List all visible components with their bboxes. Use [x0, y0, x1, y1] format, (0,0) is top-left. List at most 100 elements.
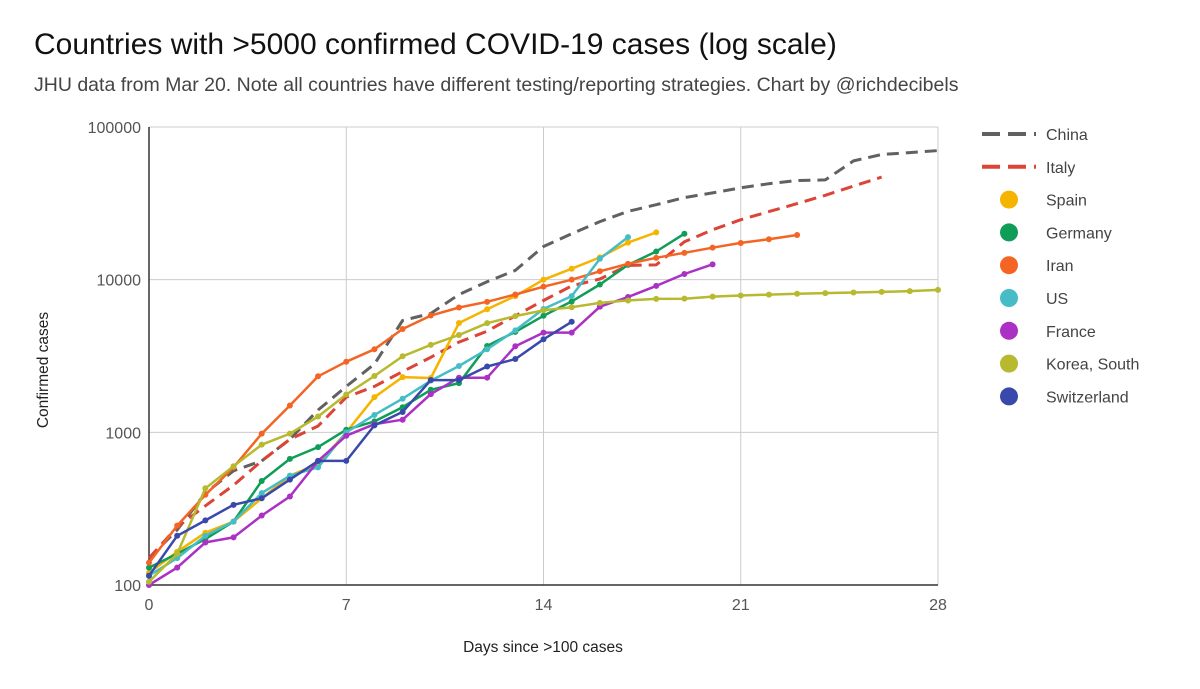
data-point-us — [258, 490, 265, 497]
series-switzerland — [146, 318, 575, 579]
data-point-switzerland — [455, 377, 462, 384]
data-point-switzerland — [315, 457, 322, 464]
data-point-switzerland — [174, 532, 181, 539]
data-point-switzerland — [343, 457, 350, 464]
y-tick-label: 100 — [114, 578, 141, 595]
series-line-us — [148, 236, 629, 577]
chart-title: Countries with >5000 confirmed COVID-19 … — [34, 28, 837, 61]
data-point-iran — [371, 346, 378, 353]
x-tick-label: 21 — [732, 597, 750, 614]
data-point-france — [258, 512, 265, 519]
legend-label: Switzerland — [1046, 389, 1129, 406]
data-point-iran — [681, 249, 688, 256]
series-korea-south — [146, 286, 941, 585]
legend-label: US — [1046, 291, 1068, 308]
data-point-korea-south — [343, 391, 350, 398]
data-point-germany — [681, 230, 688, 237]
legend-label: China — [1046, 127, 1088, 144]
grid — [149, 126, 939, 585]
data-point-korea-south — [315, 413, 322, 420]
legend-swatch — [1000, 256, 1018, 275]
data-point-germany — [540, 312, 547, 319]
data-point-spain — [540, 276, 547, 283]
data-point-korea-south — [765, 291, 772, 298]
data-point-us — [230, 518, 237, 525]
data-point-switzerland — [484, 363, 491, 370]
data-point-france — [681, 270, 688, 277]
legend-label: Spain — [1046, 193, 1087, 210]
series-layer — [146, 149, 941, 588]
data-point-france — [568, 329, 575, 336]
data-point-spain — [455, 320, 462, 327]
data-point-iran — [427, 312, 434, 319]
data-point-switzerland — [540, 336, 547, 343]
data-point-us — [512, 327, 519, 334]
data-point-korea-south — [258, 441, 265, 448]
data-point-france — [540, 329, 547, 336]
y-tick-label: 1000 — [105, 425, 141, 442]
data-point-spain — [484, 306, 491, 313]
legend-label: Italy — [1046, 160, 1075, 177]
legend-swatch — [1000, 387, 1018, 406]
data-point-france — [286, 493, 293, 500]
data-point-korea-south — [399, 353, 406, 360]
x-axis-label: Days since >100 cases — [463, 639, 623, 656]
data-point-iran — [653, 254, 660, 261]
axes: 0 7 14 21 28 100 1000 10000 100000 — [88, 120, 947, 614]
data-point-iran — [286, 402, 293, 409]
data-point-germany — [568, 298, 575, 305]
data-point-iran — [146, 559, 152, 566]
data-point-korea-south — [737, 292, 744, 299]
data-point-iran — [737, 239, 744, 246]
y-tick-label: 10000 — [97, 273, 142, 290]
legend-item-germany: Germany — [1000, 223, 1112, 242]
data-point-korea-south — [906, 288, 913, 295]
data-point-france — [343, 432, 350, 439]
data-point-korea-south — [427, 341, 434, 348]
data-point-korea-south — [146, 578, 152, 585]
data-point-iran — [174, 522, 181, 529]
data-point-iran — [512, 291, 519, 298]
data-point-us — [455, 362, 462, 369]
legend-swatch — [1000, 354, 1018, 373]
series-line-switzerland — [147, 320, 573, 577]
legend-item-korea-south: Korea, South — [1000, 354, 1139, 374]
data-point-france — [512, 343, 519, 350]
data-point-germany — [286, 455, 293, 462]
data-point-iran — [540, 283, 547, 290]
data-point-us — [568, 293, 575, 300]
data-point-korea-south — [596, 299, 603, 306]
data-point-switzerland — [512, 356, 519, 363]
data-point-us — [484, 346, 491, 353]
data-point-iran — [765, 236, 772, 243]
series-germany — [146, 230, 688, 571]
data-point-korea-south — [455, 332, 462, 339]
data-point-korea-south — [512, 313, 519, 320]
data-point-korea-south — [174, 550, 181, 557]
data-point-korea-south — [935, 286, 941, 293]
data-point-france — [427, 391, 434, 398]
data-point-korea-south — [540, 307, 547, 314]
data-point-spain — [371, 394, 378, 401]
data-point-switzerland — [258, 495, 265, 502]
y-axis-label: Confirmed cases — [35, 312, 52, 429]
data-point-us — [202, 532, 209, 539]
data-point-us — [371, 411, 378, 418]
data-point-iran — [568, 276, 575, 283]
data-point-us — [315, 464, 322, 471]
data-point-us — [596, 255, 603, 262]
data-point-france — [653, 282, 660, 289]
data-point-switzerland — [230, 501, 237, 508]
data-point-korea-south — [653, 295, 660, 302]
data-point-switzerland — [399, 408, 406, 415]
data-point-iran — [343, 358, 350, 365]
data-point-switzerland — [202, 517, 209, 524]
legend-label: Germany — [1046, 225, 1112, 242]
data-point-korea-south — [822, 290, 829, 297]
data-point-switzerland — [568, 318, 575, 325]
data-point-korea-south — [230, 463, 237, 470]
legend-item-us: US — [1000, 289, 1068, 308]
legend-swatch — [1000, 190, 1018, 209]
series-line-germany — [148, 232, 686, 569]
